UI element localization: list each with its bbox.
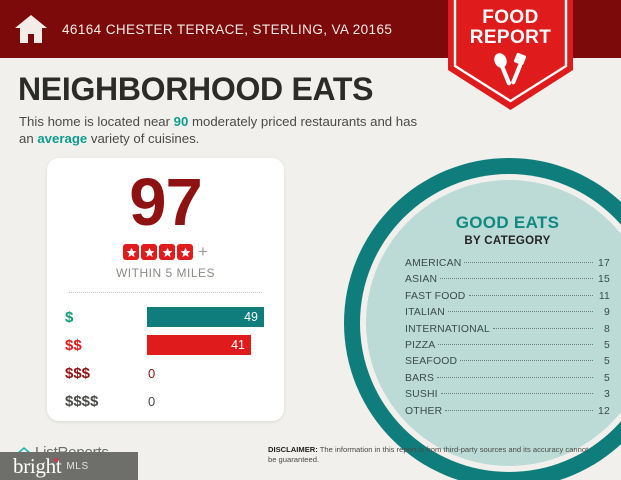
price-label: $	[65, 308, 74, 326]
brightmls-watermark: bright MLS	[0, 452, 138, 480]
category-count: 8	[604, 323, 610, 335]
list-item: ITALIAN 9	[405, 307, 610, 323]
dot-leader	[464, 262, 593, 263]
card-divider	[69, 292, 262, 293]
category-count: 5	[604, 372, 610, 384]
star-icon	[123, 244, 140, 260]
restaurant-count: 90	[173, 114, 189, 129]
star-plus-icon: +	[198, 242, 208, 261]
table-row: $$ 41	[47, 331, 284, 359]
page-title: NEIGHBORHOOD EATS	[18, 71, 374, 107]
spoon-fork-icon	[494, 52, 527, 86]
good-eats-title: GOOD EATS	[455, 213, 560, 232]
category-name: OTHER	[405, 405, 443, 417]
subtitle-part-2: moderately priced restaurants and has an	[19, 114, 418, 146]
dot-leader	[447, 311, 593, 313]
bar-value: 41	[231, 338, 245, 352]
watermark-brand: bright	[13, 453, 62, 478]
table-row: $ 49	[47, 303, 284, 331]
house-outline-icon	[16, 446, 32, 454]
page-subtitle: This home is located near 90 moderately …	[19, 113, 434, 147]
price-level-chart: $ 49 $$ 41 $$$ 0 $$$$ 0	[47, 303, 284, 415]
price-label: $$	[65, 336, 82, 354]
list-item: SEAFOOD 5	[405, 356, 610, 372]
list-item: BARS 5	[405, 373, 610, 389]
category-name: SEAFOOD	[405, 356, 458, 368]
category-name: ITALIAN	[405, 307, 445, 319]
category-count: 9	[604, 307, 610, 319]
disclaimer: DISCLAIMER: The information in this repo…	[268, 445, 598, 465]
category-name: AMERICAN	[405, 258, 462, 269]
watermark-suffix: MLS	[66, 460, 89, 472]
table-row: $$$$ 0	[47, 387, 284, 415]
table-row: $$$ 0	[47, 359, 284, 387]
list-item: OTHER 12	[405, 406, 610, 422]
bar-value: 0	[148, 393, 156, 409]
variety-quality: average	[37, 131, 88, 146]
category-count: 5	[604, 339, 610, 351]
category-name: ASIAN	[405, 274, 438, 286]
price-label: $$$	[65, 364, 91, 382]
star-icon	[177, 244, 194, 260]
radius-label: WITHIN 5 MILES	[115, 266, 215, 280]
bar-value: 0	[148, 365, 156, 381]
category-count: 17	[598, 258, 610, 269]
watermark-dot	[54, 457, 59, 462]
category-count: 12	[598, 405, 610, 417]
star-rating: +	[47, 242, 284, 261]
subtitle-part-3: variety of cuisines.	[87, 131, 200, 146]
dot-leader	[468, 294, 593, 296]
dot-leader	[440, 278, 593, 280]
header-content: 46164 CHESTER TERRACE, STERLING, VA 2016…	[14, 0, 392, 58]
good-eats-subtitle: BY CATEGORY	[464, 235, 551, 247]
dot-leader	[445, 409, 593, 411]
star-icon	[141, 244, 158, 260]
score-card: 97 + WITHIN 5 MILES $ 49 $$ 41	[47, 158, 284, 421]
category-name: INTERNATIONAL	[405, 323, 490, 335]
good-eats-panel: GOOD EATS BY CATEGORY AMERICAN 17 ASIAN 15…	[405, 213, 610, 422]
list-item: AMERICAN 17	[405, 258, 610, 274]
category-name: SUSHI	[405, 389, 438, 401]
bar-fill: 49	[147, 307, 264, 327]
property-address: 46164 CHESTER TERRACE, STERLING, VA 2016…	[62, 21, 393, 37]
disclaimer-text: The information in this report is from t…	[268, 445, 589, 464]
bar-track: 49	[147, 307, 264, 327]
list-item: FAST FOOD 11	[405, 291, 610, 307]
disclaimer-label: DISCLAIMER:	[268, 445, 318, 454]
category-name: PIZZA	[405, 339, 436, 351]
price-label: $$$$	[65, 392, 99, 410]
food-score: 97	[129, 165, 203, 240]
food-report-badge: FOOD REPORT	[448, 0, 573, 110]
dot-leader	[440, 393, 593, 395]
list-item: PIZZA 5	[405, 340, 610, 356]
bar-fill: 41	[147, 335, 251, 355]
star-icon	[159, 244, 176, 260]
teal-ring-fill	[366, 180, 621, 466]
category-count: 15	[598, 274, 610, 286]
dot-leader	[460, 360, 593, 362]
dot-leader	[437, 376, 593, 378]
list-item: ASIAN 15	[405, 274, 610, 290]
list-item: SUSHI 3	[405, 389, 610, 405]
category-name: FAST FOOD	[405, 290, 466, 302]
bar-track: 41	[147, 335, 251, 355]
category-count: 3	[604, 389, 610, 401]
dot-leader	[438, 343, 593, 345]
subtitle-part-1: This home is located near	[19, 114, 174, 129]
dot-leader	[492, 327, 593, 329]
category-count: 11	[598, 290, 610, 302]
bar-value: 49	[244, 310, 258, 324]
list-item: INTERNATIONAL 8	[405, 324, 610, 340]
home-icon	[14, 14, 48, 44]
category-name: BARS	[405, 372, 435, 384]
category-count: 5	[604, 356, 610, 368]
category-list: AMERICAN 17 ASIAN 15 FAST FOOD 11 ITALIAN 9 …	[405, 258, 610, 422]
